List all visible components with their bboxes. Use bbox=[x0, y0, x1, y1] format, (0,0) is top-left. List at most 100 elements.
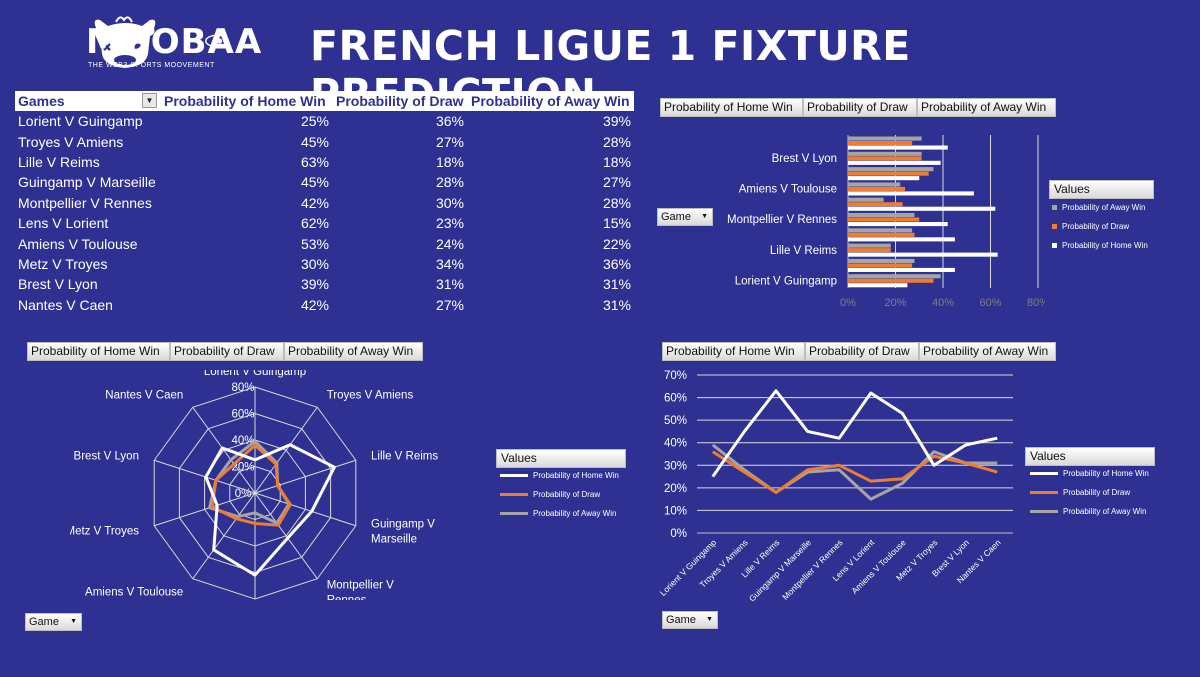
legend-item: Probability of Draw bbox=[500, 490, 600, 499]
category-label: Lille V Reims bbox=[770, 245, 837, 257]
game-filter-button[interactable]: Game ▼ bbox=[657, 208, 713, 226]
legend-item: Probability of Away Win bbox=[1052, 203, 1145, 212]
legend-item: Probability of Draw bbox=[1052, 222, 1129, 231]
legend-swatch bbox=[500, 493, 528, 497]
away-win-cell: 22% bbox=[602, 235, 631, 252]
home-win-cell: 62% bbox=[300, 215, 329, 232]
legend-label: Probability of Away Win bbox=[533, 509, 617, 518]
bar bbox=[848, 248, 891, 253]
category-label: Montpellier V Rennes bbox=[327, 580, 394, 600]
away-win-cell: 31% bbox=[602, 296, 631, 313]
home-win-cell: 63% bbox=[300, 153, 329, 170]
category-label-line: Metz V Troyes bbox=[70, 526, 139, 538]
x-tick-label: Montpellier V Rennes bbox=[780, 537, 845, 602]
category-label-line: Amiens V Toulouse bbox=[85, 587, 183, 599]
field-button-home-win[interactable]: Probability of Home Win bbox=[660, 98, 803, 117]
category-label: Guingamp V Marseille bbox=[371, 519, 435, 546]
away-win-cell: 36% bbox=[602, 255, 631, 272]
game-cell: Metz V Troyes bbox=[18, 255, 108, 272]
line-series bbox=[711, 450, 998, 494]
bar bbox=[848, 202, 903, 207]
legend-item: Probability of Away Win bbox=[500, 509, 616, 518]
bar bbox=[848, 136, 922, 141]
game-filter-button[interactable]: Game ▼ bbox=[25, 613, 82, 631]
game-cell: Lens V Lorient bbox=[18, 215, 109, 232]
draw-column-header: Probability of Draw bbox=[332, 91, 467, 111]
away-win-cell: 28% bbox=[602, 194, 631, 211]
category-label-line: Lille V Reims bbox=[371, 450, 438, 462]
table-row: Troyes V Amiens 45% 27% 28% bbox=[15, 131, 634, 151]
brand-tagline: THE WEB3 SPORTS MOOVEMENT bbox=[88, 62, 215, 69]
radar-spoke bbox=[254, 492, 318, 580]
x-tick-label: Lorient V Guingamp bbox=[658, 537, 719, 598]
away-win-column-header: Probability of Away Win bbox=[467, 91, 634, 111]
radar-spoke bbox=[254, 492, 356, 527]
category-label: Nantes V Caen bbox=[105, 389, 183, 401]
games-column-header[interactable]: Games ▼ bbox=[15, 91, 160, 111]
x-tick-label: 20% bbox=[884, 297, 906, 309]
table-header-row: Games ▼ Probability of Home Win Probabili… bbox=[15, 91, 634, 111]
away-win-cell: 15% bbox=[602, 215, 631, 232]
radar-legend-title: Values bbox=[496, 449, 626, 468]
field-button-draw[interactable]: Probability of Draw bbox=[170, 342, 284, 361]
game-cell: Brest V Lyon bbox=[18, 276, 98, 293]
field-button-draw[interactable]: Probability of Draw bbox=[803, 98, 917, 117]
bar bbox=[848, 151, 922, 156]
bar bbox=[848, 267, 955, 272]
chevron-down-icon: ▼ bbox=[706, 616, 713, 623]
legend-label: Probability of Home Win bbox=[533, 471, 619, 480]
line-chart: 0% 10% 20% 30% 40% 50% 60% 70% Lorient V Guingam… bbox=[658, 370, 1013, 604]
bar bbox=[848, 156, 922, 161]
field-button-home-win[interactable]: Probability of Home Win bbox=[27, 342, 170, 361]
game-cell: Troyes V Amiens bbox=[18, 133, 124, 150]
y-tick-label: 60% bbox=[664, 393, 687, 405]
r-tick-label: 20% bbox=[231, 462, 254, 474]
legend-swatch bbox=[500, 474, 528, 478]
game-cell: Guingamp V Marseille bbox=[18, 174, 156, 191]
bar bbox=[848, 141, 913, 146]
home-win-column-header: Probability of Home Win bbox=[160, 91, 332, 111]
field-button-away-win[interactable]: Probability of Away Win bbox=[917, 98, 1056, 117]
bar bbox=[848, 171, 929, 176]
soccer-ball-icon bbox=[205, 34, 229, 48]
field-button-away-win[interactable]: Probability of Away Win bbox=[284, 342, 423, 361]
category-label: Amiens V Toulouse bbox=[85, 587, 183, 599]
fixtures-table: Games ▼ Probability of Home Win Probabili… bbox=[15, 91, 634, 315]
home-win-cell: 53% bbox=[300, 235, 329, 252]
legend-item: Probability of Home Win bbox=[1030, 469, 1149, 478]
legend-swatch bbox=[1030, 510, 1058, 514]
field-button-away-win[interactable]: Probability of Away Win bbox=[919, 342, 1056, 361]
bar bbox=[848, 176, 920, 181]
table-row: Metz V Troyes 30% 34% 36% bbox=[15, 254, 634, 274]
table-row: Guingamp V Marseille 45% 28% 27% bbox=[15, 172, 634, 192]
legend-label: Probability of Home Win bbox=[1063, 469, 1149, 478]
game-cell: Nantes V Caen bbox=[18, 296, 113, 313]
radar-spoke bbox=[254, 406, 318, 494]
bar bbox=[848, 283, 908, 288]
y-tick-label: 20% bbox=[664, 483, 687, 495]
home-win-cell: 30% bbox=[300, 255, 329, 272]
r-tick-label: 40% bbox=[231, 435, 254, 447]
line-series bbox=[711, 389, 998, 478]
legend-swatch bbox=[500, 512, 528, 516]
radar-chart: 0% 20% 40% 60% 80% Lorient V Guingamp Troyes V… bbox=[70, 370, 438, 600]
legend-swatch bbox=[1030, 491, 1058, 495]
radar-series-line bbox=[210, 443, 292, 527]
bar-chart: 0% 20% 40% 60% 80% Lorient V Guingamp Lille V … bbox=[727, 135, 1045, 309]
category-label-line: Rennes bbox=[327, 595, 367, 600]
away-win-cell: 18% bbox=[602, 153, 631, 170]
draw-cell: 18% bbox=[435, 153, 464, 170]
filter-dropdown-icon[interactable]: ▼ bbox=[142, 93, 157, 108]
field-button-home-win[interactable]: Probability of Home Win bbox=[662, 342, 805, 361]
radar-legend: Probability of Home Win Probability of Dr… bbox=[500, 471, 640, 531]
game-filter-button[interactable]: Game ▼ bbox=[662, 611, 718, 629]
draw-cell: 36% bbox=[435, 113, 464, 130]
field-button-draw[interactable]: Probability of Draw bbox=[805, 342, 919, 361]
away-win-cell: 28% bbox=[602, 133, 631, 150]
category-label-line: Lorient V Guingamp bbox=[204, 370, 306, 378]
home-win-cell: 45% bbox=[300, 174, 329, 191]
line-legend: Probability of Home Win Probability of Dr… bbox=[1030, 469, 1170, 529]
game-cell: Lorient V Guingamp bbox=[18, 113, 143, 130]
brand-name: MOOBAA bbox=[86, 22, 263, 62]
x-tick-label: 80% bbox=[1027, 297, 1045, 309]
